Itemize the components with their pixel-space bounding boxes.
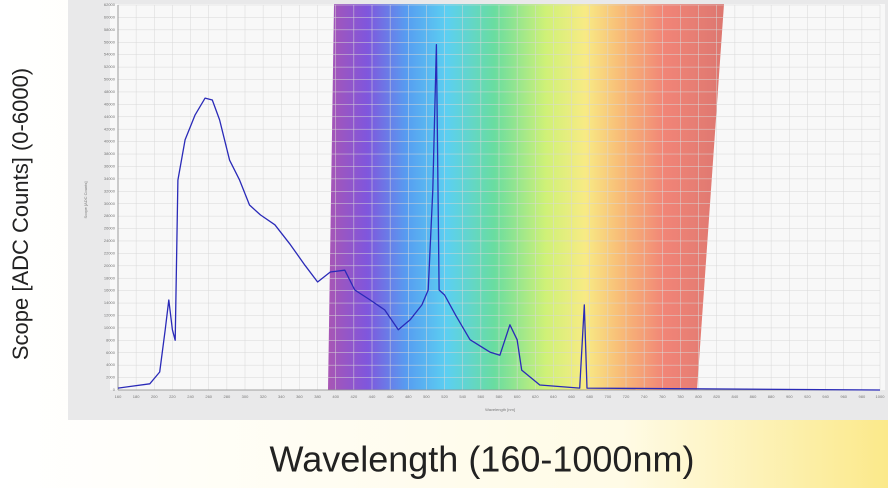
y-tick-label: 58000 bbox=[104, 27, 116, 32]
y-tick-label: 30000 bbox=[104, 201, 116, 206]
x-tick-label: 280 bbox=[224, 394, 231, 399]
spectrum-line bbox=[117, 44, 881, 391]
y-tick-label: 14000 bbox=[104, 300, 116, 305]
x-tick-label: 520 bbox=[441, 394, 448, 399]
y-tick-label: 24000 bbox=[104, 238, 116, 243]
x-tick-label: 380 bbox=[314, 394, 321, 399]
x-tick-label: 760 bbox=[659, 394, 666, 399]
y-tick-label: 16000 bbox=[104, 288, 116, 293]
y-tick-label: 6000 bbox=[106, 350, 116, 355]
x-tick-label: 200 bbox=[151, 394, 158, 399]
x-tick-label: 960 bbox=[840, 394, 847, 399]
x-tick-label: 460 bbox=[387, 394, 394, 399]
y-tick-label: 52000 bbox=[104, 64, 116, 69]
y-tick-label: 48000 bbox=[104, 89, 116, 94]
x-tick-label: 400 bbox=[332, 394, 339, 399]
y-tick-label: 18000 bbox=[104, 275, 116, 280]
x-tick-label: 640 bbox=[550, 394, 557, 399]
x-tick-label: 800 bbox=[695, 394, 702, 399]
y-tick-label: 4000 bbox=[106, 362, 116, 367]
x-tick-label: 180 bbox=[133, 394, 140, 399]
y-tick-label: 54000 bbox=[104, 52, 116, 57]
y-tick-label: 46000 bbox=[104, 101, 116, 106]
y-tick-label: 50000 bbox=[104, 77, 116, 82]
x-tick-label: 940 bbox=[822, 394, 829, 399]
y-tick-label: 8000 bbox=[106, 337, 116, 342]
y-tick-label: 20000 bbox=[104, 263, 116, 268]
x-tick-label: 240 bbox=[187, 394, 194, 399]
x-tick-label: 580 bbox=[496, 394, 503, 399]
y-tick-label: 28000 bbox=[104, 213, 116, 218]
y-tick-label: 42000 bbox=[104, 126, 116, 131]
x-tick-label: 680 bbox=[586, 394, 593, 399]
rainbow-overlay bbox=[328, 4, 724, 390]
y-tick-label: 34000 bbox=[104, 176, 116, 181]
x-tick-label: 480 bbox=[405, 394, 412, 399]
x-tick-label: 880 bbox=[768, 394, 775, 399]
x-tick-label: 340 bbox=[278, 394, 285, 399]
x-tick-label: 920 bbox=[804, 394, 811, 399]
x-tick-label: 260 bbox=[205, 394, 212, 399]
y-tick-label: 32000 bbox=[104, 188, 116, 193]
x-tick-label: 720 bbox=[623, 394, 630, 399]
x-tick-label: 420 bbox=[351, 394, 358, 399]
x-tick-label: 900 bbox=[786, 394, 793, 399]
x-tick-label: 980 bbox=[859, 394, 866, 399]
x-tick-label: 360 bbox=[296, 394, 303, 399]
x-tick-label: 300 bbox=[242, 394, 249, 399]
x-tick-label: 840 bbox=[732, 394, 739, 399]
x-tick-label: 540 bbox=[459, 394, 466, 399]
x-tick-label: 700 bbox=[605, 394, 612, 399]
x-tick-label: 500 bbox=[423, 394, 430, 399]
plot-x-label: Wavelength [nm] bbox=[485, 407, 515, 412]
x-tick-label: 660 bbox=[568, 394, 575, 399]
x-tick-label: 740 bbox=[641, 394, 648, 399]
y-tick-label: 62000 bbox=[104, 2, 116, 7]
y-tick-label: 60000 bbox=[104, 14, 116, 19]
x-tick-label: 1000 bbox=[876, 394, 886, 399]
y-tick-label: 44000 bbox=[104, 114, 116, 119]
plot-y-label: Scope [ADC Counts] bbox=[83, 182, 88, 219]
x-tick-label: 220 bbox=[169, 394, 176, 399]
x-tick-label: 320 bbox=[260, 394, 267, 399]
y-axis-title: Scope [ADC Counts] (0-6000) bbox=[8, 68, 33, 360]
x-tick-label: 440 bbox=[369, 394, 376, 399]
y-tick-label: 56000 bbox=[104, 39, 116, 44]
y-tick-label: 40000 bbox=[104, 139, 116, 144]
y-tick-label: 38000 bbox=[104, 151, 116, 156]
x-tick-label: 600 bbox=[514, 394, 521, 399]
x-tick-label: 560 bbox=[478, 394, 485, 399]
x-tick-label: 620 bbox=[532, 394, 539, 399]
y-tick-label: 26000 bbox=[104, 226, 116, 231]
x-tick-label: 160 bbox=[115, 394, 122, 399]
y-tick-label: 2000 bbox=[106, 375, 116, 380]
x-tick-label: 820 bbox=[713, 394, 720, 399]
y-tick-label: 12000 bbox=[104, 313, 116, 318]
y-tick-label: 22000 bbox=[104, 250, 116, 255]
y-tick-label: 10000 bbox=[104, 325, 116, 330]
x-tick-label: 780 bbox=[677, 394, 684, 399]
y-tick-label: 36000 bbox=[104, 164, 116, 169]
y-tick-label: 0 bbox=[113, 387, 116, 392]
x-axis-title: Wavelength (160-1000nm) bbox=[270, 439, 695, 480]
x-tick-label: 860 bbox=[750, 394, 757, 399]
